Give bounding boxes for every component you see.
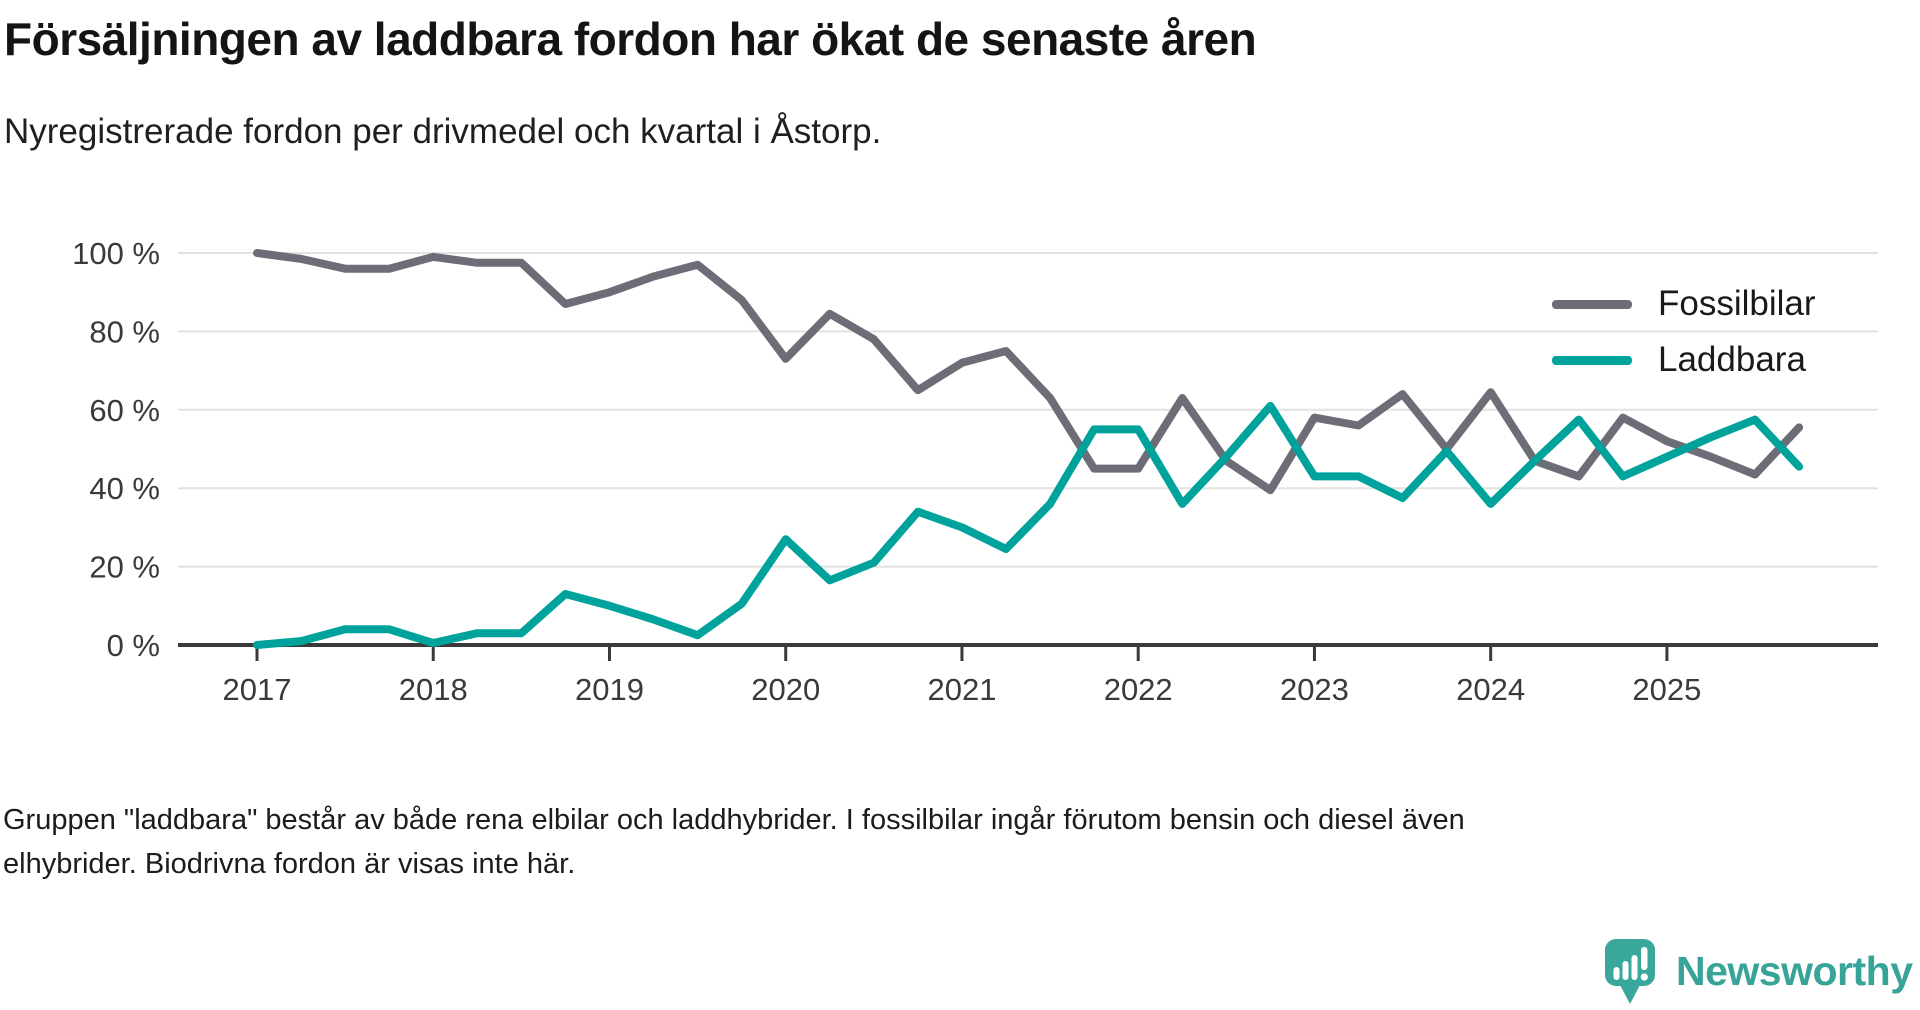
legend-swatch-fossilbilar xyxy=(1552,299,1632,309)
chart-subtitle: Nyregistrerade fordon per drivmedel och … xyxy=(4,112,882,151)
y-axis-label: 80 % xyxy=(89,314,160,349)
series-line-fossilbilar xyxy=(253,249,1804,495)
y-axis-label: 20 % xyxy=(89,550,160,585)
series-line-laddbara xyxy=(253,401,1804,649)
newsworthy-logo-icon xyxy=(1605,939,1655,1004)
newsworthy-logo-text: Newsworthy xyxy=(1676,947,1913,994)
x-axis-label: 2023 xyxy=(1280,672,1349,707)
legend-label-laddbara: Laddbara xyxy=(1658,340,1806,379)
y-axis-label: 40 % xyxy=(89,471,160,506)
x-axis-label: 2025 xyxy=(1632,672,1701,707)
newsworthy-logo: Newsworthy xyxy=(1604,936,1913,1006)
x-axis-label: 2019 xyxy=(575,672,644,707)
x-axis-label: 2020 xyxy=(751,672,820,707)
x-axis-label: 2022 xyxy=(1104,672,1173,707)
y-axis-label: 0 % xyxy=(107,628,160,663)
y-axis-label: 60 % xyxy=(89,393,160,428)
x-axis-label: 2024 xyxy=(1456,672,1525,707)
chart-legend: Fossilbilar Laddbara xyxy=(1552,284,1816,396)
legend-item-laddbara: Laddbara xyxy=(1552,340,1816,380)
x-axis-label: 2021 xyxy=(927,672,996,707)
x-axis-label: 2018 xyxy=(399,672,468,707)
y-axis-label: 100 % xyxy=(72,236,160,271)
legend-swatch-laddbara xyxy=(1552,355,1632,365)
x-axis-label: 2017 xyxy=(223,672,292,707)
page-title: Försäljningen av laddbara fordon har öka… xyxy=(4,13,1257,65)
legend-label-fossilbilar: Fossilbilar xyxy=(1658,284,1816,323)
chart-footnote: Gruppen "laddbara" består av både rena e… xyxy=(3,804,1465,880)
legend-item-fossilbilar: Fossilbilar xyxy=(1552,284,1816,324)
